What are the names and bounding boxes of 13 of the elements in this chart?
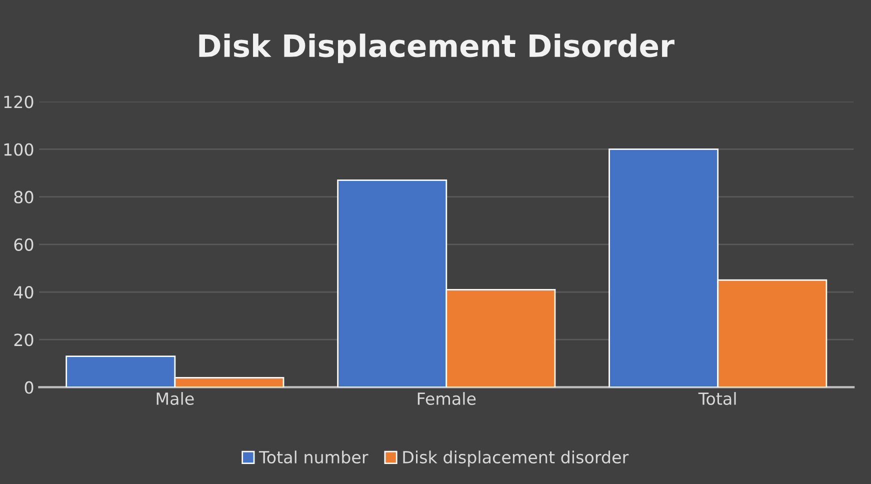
- y-tick-label: 100: [4, 143, 34, 156]
- x-tick-label: Total: [698, 392, 736, 405]
- y-tick-label: 120: [4, 96, 34, 108]
- y-tick-label: 80: [14, 190, 34, 204]
- legend-label: Total number: [258, 450, 368, 464]
- y-tick-label: 0: [24, 381, 34, 394]
- y-tick-label: 60: [14, 238, 34, 251]
- legend-label: Disk displacement disorder: [403, 450, 629, 467]
- x-tick-label: Male: [156, 392, 194, 405]
- chart-title: Disk Displacement Disorder: [199, 34, 674, 64]
- x-tick-label: Female: [418, 392, 476, 405]
- y-tick-label: 40: [14, 286, 34, 299]
- y-tick-label: 20: [14, 334, 34, 346]
